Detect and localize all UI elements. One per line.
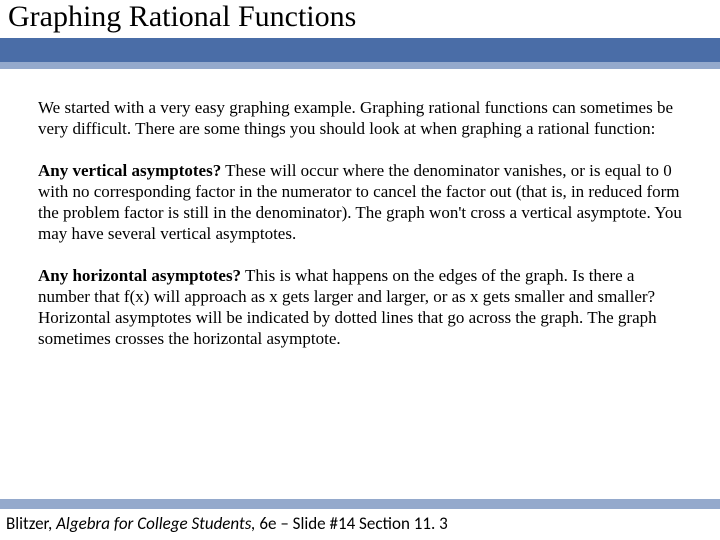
intro-paragraph: We started with a very easy graphing exa…	[38, 97, 682, 140]
footer-slide-label: Slide #	[293, 513, 338, 534]
footer-section-number: 11. 3	[414, 513, 448, 534]
footer-edition: 6e	[259, 513, 276, 534]
footer-section-label: Section	[355, 513, 414, 534]
horizontal-asymptote-paragraph: Any horizontal asymptotes? This is what …	[38, 265, 682, 350]
content-area: We started with a very easy graphing exa…	[0, 69, 720, 499]
footer-text: Blitzer, Algebra for College Students, 6…	[0, 509, 720, 540]
footer-sep: –	[276, 513, 292, 534]
header-thin-bar	[0, 62, 720, 69]
footer-book-title: Algebra for College Students,	[56, 513, 259, 534]
horizontal-asymptote-lead: Any horizontal asymptotes?	[38, 266, 241, 285]
title-band: Graphing Rational Functions	[0, 0, 720, 38]
slide: Graphing Rational Functions We started w…	[0, 0, 720, 540]
slide-title: Graphing Rational Functions	[8, 0, 708, 34]
header-bar	[0, 38, 720, 62]
vertical-asymptote-paragraph: Any vertical asymptotes? These will occu…	[38, 160, 682, 245]
footer: Blitzer, Algebra for College Students, 6…	[0, 499, 720, 540]
footer-bar	[0, 499, 720, 509]
footer-author: Blitzer,	[6, 513, 56, 534]
vertical-asymptote-lead: Any vertical asymptotes?	[38, 161, 221, 180]
footer-slide-number: 14	[338, 513, 355, 534]
